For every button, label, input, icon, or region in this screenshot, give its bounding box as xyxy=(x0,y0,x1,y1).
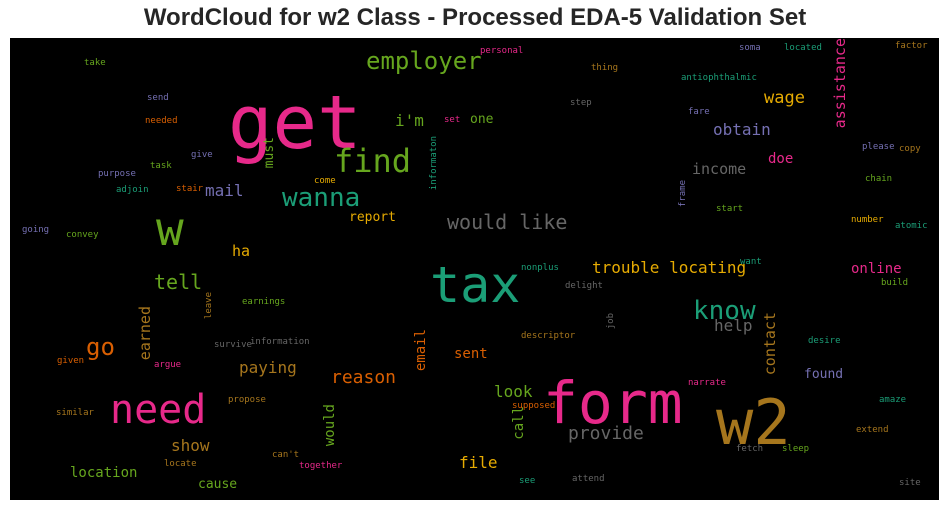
word-get: get xyxy=(228,80,362,166)
word-cause: cause xyxy=(198,477,238,492)
word-wanna: wanna xyxy=(282,183,361,213)
word-narrate: narrate xyxy=(688,378,726,388)
word-convey: convey xyxy=(66,230,99,240)
word-amaze: amaze xyxy=(879,395,907,405)
word-fetch: fetch xyxy=(736,444,764,454)
word-w2: w2 xyxy=(716,386,791,459)
word-come: come xyxy=(314,176,336,186)
word-location: location xyxy=(70,465,138,481)
word-file: file xyxy=(459,453,498,472)
word-employer: employer xyxy=(366,47,482,75)
word-number: number xyxy=(851,215,884,225)
word-copy: copy xyxy=(899,144,921,154)
word-go: go xyxy=(86,333,115,361)
word-must: must xyxy=(262,137,277,169)
word-email: email xyxy=(413,329,429,372)
word-adjoin: adjoin xyxy=(116,185,149,195)
word-reason: reason xyxy=(331,367,397,388)
word-desire: desire xyxy=(808,336,841,346)
word-thing: thing xyxy=(591,63,619,73)
word-supposed: supposed xyxy=(512,401,556,411)
word-soma: soma xyxy=(739,43,761,53)
word-descriptor: descriptor xyxy=(521,331,576,341)
word-ha: ha xyxy=(232,242,251,260)
word-online: online xyxy=(851,261,902,277)
word-extend: extend xyxy=(856,425,889,435)
word-build: build xyxy=(881,278,909,288)
word-argue: argue xyxy=(154,360,182,370)
word-call: call xyxy=(511,406,527,440)
word-task: task xyxy=(150,161,172,171)
word-form: form xyxy=(543,369,683,437)
word-w: w xyxy=(156,202,184,256)
word-doe: doe xyxy=(768,151,794,167)
word-assistance: assistance xyxy=(831,38,849,129)
word-provide: provide xyxy=(568,423,644,444)
word-survive: survive xyxy=(214,340,252,350)
word-leave: leave xyxy=(204,292,214,320)
word-personal: personal xyxy=(480,46,524,56)
word-please: please xyxy=(862,142,895,152)
word-chain: chain xyxy=(865,174,893,184)
word-cloud-canvas: get tax form w2 w need find wanna employer know wo… xyxy=(10,38,939,500)
word-would-like: would like xyxy=(447,210,568,234)
word-take: take xyxy=(84,58,106,68)
word-job: job xyxy=(606,313,616,330)
word-similar: similar xyxy=(56,408,94,418)
word-delight: delight xyxy=(565,281,603,291)
word-needed: needed xyxy=(145,116,178,126)
word-would: would xyxy=(322,404,338,447)
word-income: income xyxy=(692,160,747,178)
word-step: step xyxy=(570,98,592,108)
word-locate: locate xyxy=(164,459,197,469)
chart-title: WordCloud for w2 Class - Processed EDA-5… xyxy=(143,4,807,31)
word-mail: mail xyxy=(205,181,244,200)
word-attend: attend xyxy=(572,474,605,484)
word-help: help xyxy=(714,316,753,335)
word-tax: tax xyxy=(430,256,521,314)
word-want: want xyxy=(740,257,762,267)
word-one: one xyxy=(470,112,494,127)
word-nonplus: nonplus xyxy=(521,263,559,273)
word-informaton: informaton xyxy=(429,136,439,191)
word-purpose: purpose xyxy=(98,169,136,179)
word-send: send xyxy=(147,93,169,103)
word-earnings: earnings xyxy=(242,297,286,307)
word-need: need xyxy=(110,387,207,433)
word-antiophthalmic: antiophthalmic xyxy=(681,73,757,83)
word-sent: sent xyxy=(454,346,488,362)
word-factor: factor xyxy=(895,41,928,51)
word-together: together xyxy=(299,461,343,471)
word-earned: earned xyxy=(136,306,154,361)
word-report: report xyxy=(349,210,396,225)
word-wage: wage xyxy=(764,88,805,108)
word-look: look xyxy=(494,382,533,401)
word-site: site xyxy=(899,478,921,488)
word-given: given xyxy=(57,356,85,366)
word-tell: tell xyxy=(154,270,203,294)
word-sleep: sleep xyxy=(782,444,810,454)
word-fare: fare xyxy=(688,107,710,117)
word-i-m: i'm xyxy=(395,111,424,130)
word-located: located xyxy=(784,43,822,53)
word-can-t: can't xyxy=(272,450,300,460)
word-paying: paying xyxy=(239,358,297,377)
word-start: start xyxy=(716,204,744,214)
word-obtain: obtain xyxy=(713,120,771,139)
word-show: show xyxy=(171,436,210,455)
word-see: see xyxy=(519,476,536,486)
word-set: set xyxy=(444,115,461,125)
word-frame: frame xyxy=(678,180,688,208)
word-stair: stair xyxy=(176,184,204,194)
word-give: give xyxy=(191,150,213,160)
word-found: found xyxy=(804,367,844,382)
word-find: find xyxy=(334,142,412,180)
word-contact: contact xyxy=(761,312,779,376)
word-information: information xyxy=(250,337,310,347)
word-atomic: atomic xyxy=(895,221,928,231)
word-going: going xyxy=(22,225,50,235)
word-trouble-locating: trouble locating xyxy=(592,258,747,277)
word-know: know xyxy=(693,296,756,326)
word-propose: propose xyxy=(228,395,266,405)
